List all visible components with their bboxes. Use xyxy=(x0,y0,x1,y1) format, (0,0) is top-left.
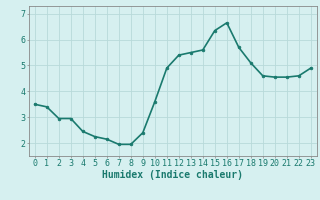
X-axis label: Humidex (Indice chaleur): Humidex (Indice chaleur) xyxy=(102,170,243,180)
